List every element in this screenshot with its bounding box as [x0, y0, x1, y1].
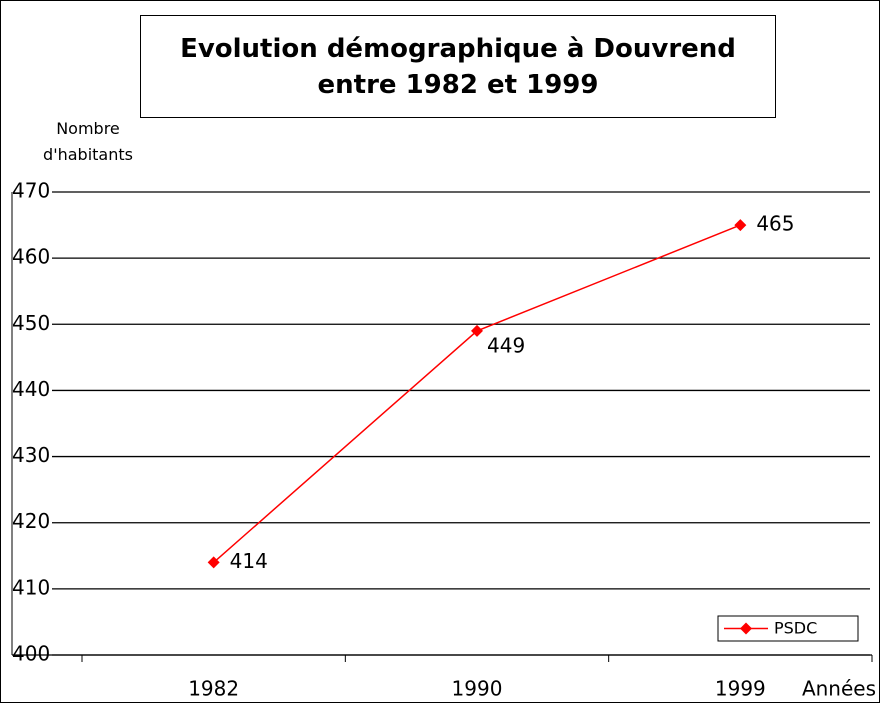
x-tick-label: 1999	[715, 677, 766, 701]
data-point	[734, 219, 747, 232]
chart-title: Evolution démographique à Douvrend entre…	[140, 15, 776, 118]
y-tick-label: 440	[12, 377, 50, 401]
y-tick-label: 460	[12, 245, 50, 269]
data-point	[207, 556, 220, 569]
legend-label: PSDC	[774, 619, 817, 638]
y-tick-label: 450	[12, 311, 50, 335]
y-tick-label: 420	[12, 509, 50, 533]
y-tick-label: 430	[12, 443, 50, 467]
x-tick-label: 1990	[452, 677, 503, 701]
y-axis-label: Nombre d'habitants	[43, 119, 133, 164]
data-label: 414	[230, 549, 268, 573]
x-tick-label: 1982	[188, 677, 239, 701]
y-tick-label: 400	[12, 642, 50, 666]
y-tick-label: 410	[12, 575, 50, 599]
data-label: 465	[756, 212, 794, 236]
data-label: 449	[487, 333, 525, 357]
x-axis-label: Années	[802, 677, 876, 701]
legend-marker	[740, 622, 752, 635]
y-tick-label: 470	[12, 179, 50, 203]
data-point	[471, 324, 483, 337]
